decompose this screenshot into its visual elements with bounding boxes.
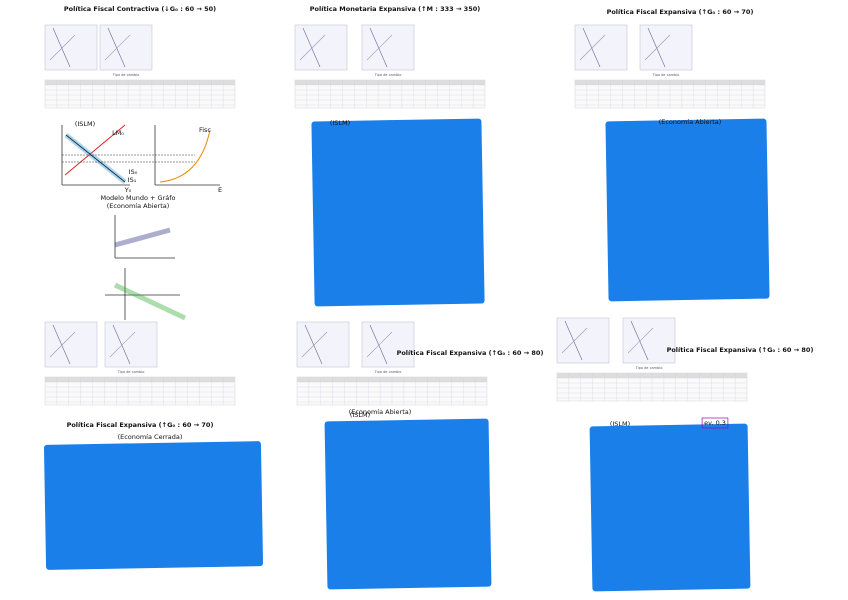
mini-line <box>627 327 654 354</box>
mini-caption: Tipo de cambio <box>112 73 140 77</box>
mini-line <box>302 27 321 68</box>
note: (ISLM) <box>330 119 350 127</box>
mini-line <box>366 34 393 61</box>
note: (Economía Cerrada) <box>118 433 183 441</box>
mini-line <box>49 331 76 358</box>
mini-chart <box>294 24 348 71</box>
mini-line <box>104 34 131 61</box>
mini-chart <box>44 321 98 368</box>
mini-line <box>109 331 136 358</box>
section-title: Política Fiscal Expansiva (↑G₀ : 60 → 80… <box>397 349 544 357</box>
mini-chart <box>44 24 98 71</box>
note: Fisc <box>199 126 211 134</box>
mini-line <box>647 27 666 68</box>
mini-line <box>107 27 126 68</box>
note: ev. 0.3 <box>704 419 726 427</box>
note: (ISLM) <box>350 411 370 419</box>
blue-blocks <box>43 118 770 592</box>
section-title: Política Monetaria Expansiva (↑M : 333 →… <box>310 5 480 13</box>
mini-line <box>49 34 76 61</box>
mini-line <box>579 34 606 61</box>
mini-caption: Tipo de cambio <box>374 370 402 374</box>
section-title: Política Fiscal Expansiva (↑G₀ : 60 → 80… <box>667 346 814 354</box>
note: IS₁ <box>128 176 137 184</box>
mini-caption: Tipo de cambio <box>635 366 663 370</box>
mini-line <box>52 27 71 68</box>
note: (ISLM) <box>610 420 630 428</box>
note: IS₀ <box>129 168 138 176</box>
mini-line <box>369 27 388 68</box>
mini-line <box>366 331 393 358</box>
mini-line <box>644 34 671 61</box>
section-title: Política Fiscal Expansiva (↑G₀ : 60 → 70… <box>67 421 214 429</box>
mini-chart <box>556 317 610 364</box>
mini-chart <box>361 24 415 71</box>
mini-line <box>301 331 328 358</box>
mini-line <box>112 324 131 365</box>
note: LM₀ <box>112 129 124 137</box>
sketch-islm <box>61 124 220 321</box>
mini-line <box>561 327 588 354</box>
note: (Economía Abierta) <box>659 118 722 126</box>
note: Modelo Mundo + Gráfo <box>100 194 175 202</box>
mini-caption: Tipo de cambio <box>117 370 145 374</box>
note-box <box>701 417 729 429</box>
note: (ISLM) <box>75 120 95 128</box>
note: Y₀ <box>124 186 132 194</box>
note: (Economía Abierta) <box>107 202 170 210</box>
mini-chart <box>99 24 153 71</box>
section-title: Política Fiscal Contractiva (↓G₀ : 60 → … <box>64 5 216 13</box>
mini-line <box>299 34 326 61</box>
mini-caption: Tipo de cambio <box>374 73 402 77</box>
mini-line <box>369 324 388 365</box>
mini-chart <box>574 24 628 71</box>
mini-chart <box>622 317 676 364</box>
mini-line <box>630 320 649 361</box>
mini-chart <box>296 321 350 368</box>
mini-chart <box>361 321 415 368</box>
mini-line <box>582 27 601 68</box>
mini-line <box>564 320 583 361</box>
mini-line <box>304 324 323 365</box>
mini-caption: Tipo de cambio <box>652 73 680 77</box>
section-title: Política Fiscal Expansiva (↑G₀ : 60 → 70… <box>607 8 754 16</box>
mini-chart <box>104 321 158 368</box>
mini-line <box>52 324 71 365</box>
note: E <box>218 186 222 194</box>
note: (Economía Abierta) <box>349 408 412 416</box>
mini-chart <box>639 24 693 71</box>
